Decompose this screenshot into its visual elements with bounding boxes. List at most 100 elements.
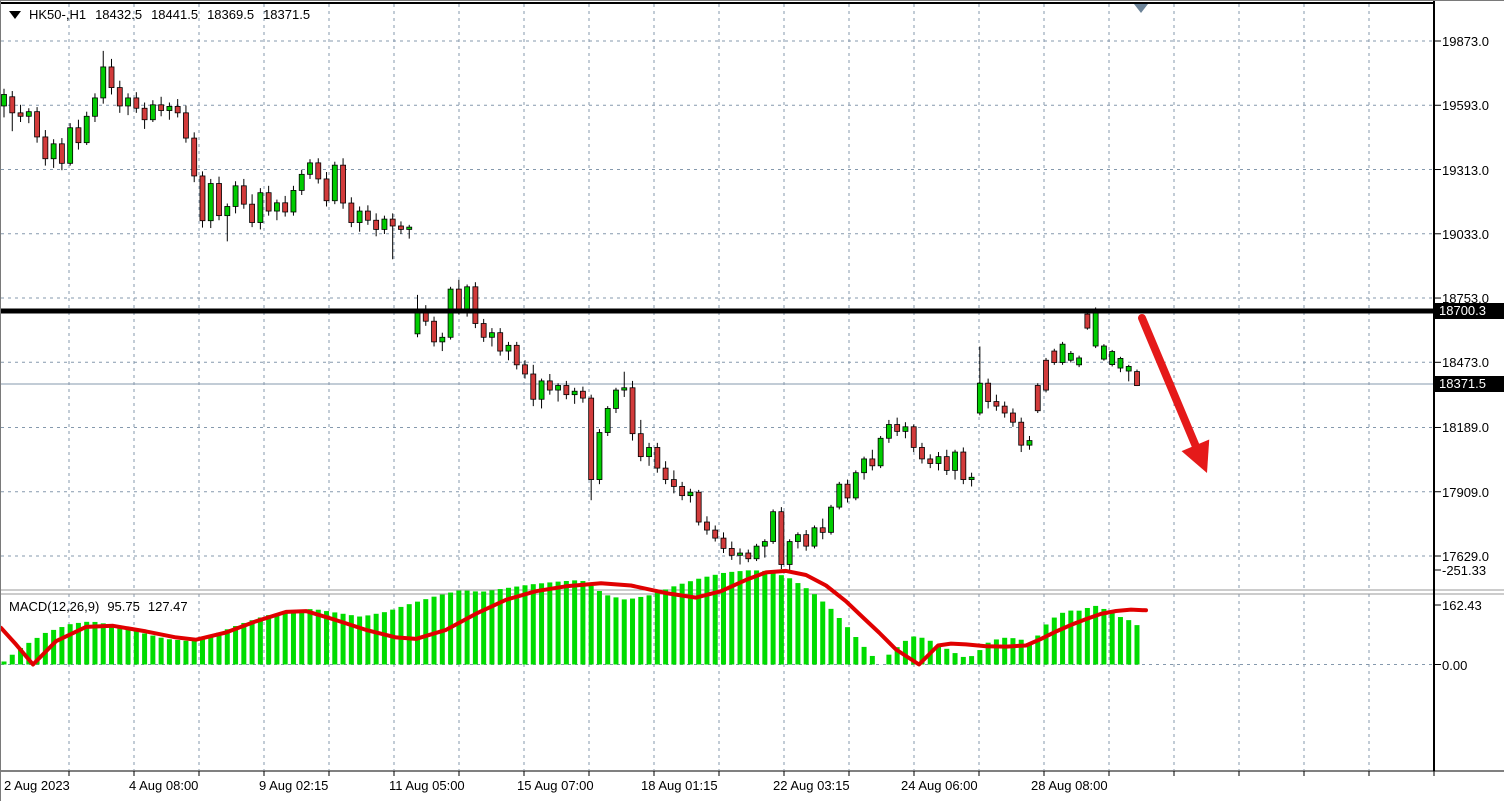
candle [596, 432, 603, 480]
candle [17, 112, 24, 117]
candle [133, 97, 140, 109]
macd-name: MACD(12,26,9) [9, 599, 100, 614]
macd-histogram-bar [911, 636, 917, 665]
candle [282, 202, 289, 213]
macd-histogram-bar [224, 629, 230, 665]
candle [803, 534, 810, 547]
macd-histogram-bar [646, 595, 652, 665]
candle [985, 382, 992, 402]
symbol-dropdown-icon[interactable] [9, 10, 21, 19]
macd-histogram-bar [596, 590, 602, 665]
macd-histogram-bar [836, 618, 842, 665]
macd-histogram-bar [605, 595, 611, 665]
candle [323, 178, 330, 202]
macd-histogram-bar [1051, 617, 1057, 665]
macd-histogram-bar [1093, 605, 1099, 665]
macd-histogram-bar [290, 610, 296, 665]
candle [34, 111, 40, 138]
candle [166, 106, 173, 111]
candle [530, 373, 537, 400]
macd-histogram-bar [42, 632, 48, 665]
candle [629, 387, 636, 435]
macd-histogram-bar [894, 647, 900, 665]
macd-histogram-bar [216, 632, 222, 665]
macd-histogram-bar [150, 635, 156, 665]
candle [1026, 440, 1033, 446]
macd-histogram-bar [778, 575, 784, 665]
candle [364, 210, 371, 221]
macd-histogram-bar [547, 582, 553, 665]
macd-histogram-bar [481, 591, 487, 665]
candle [555, 385, 561, 391]
macd-histogram-bar [737, 571, 743, 665]
macd-histogram-bar [1035, 635, 1041, 665]
candle [298, 173, 305, 191]
macd-histogram-bar [745, 570, 751, 665]
macd-histogram-bar [373, 613, 379, 665]
macd-histogram-bar [952, 653, 958, 665]
time-axis-label: 28 Aug 08:00 [1031, 778, 1108, 793]
macd-histogram-bar [1117, 617, 1123, 665]
candle [919, 447, 925, 460]
candle [662, 467, 669, 480]
macd-histogram-bar [522, 585, 528, 665]
candle [464, 286, 471, 313]
price-axis-label: 17629.0 [1442, 549, 1489, 564]
candle [1109, 351, 1116, 365]
candle [315, 162, 322, 180]
macd-histogram-bar [944, 648, 950, 665]
candle [108, 66, 115, 88]
macd-histogram-bar [125, 629, 131, 665]
macd-histogram-bar [183, 640, 189, 665]
price-axis-label: 19313.0 [1442, 162, 1489, 178]
candle [1059, 343, 1066, 363]
macd-histogram-bar [960, 656, 966, 665]
price-axis-label: 19873.0 [1442, 34, 1489, 49]
candle [497, 332, 504, 352]
candle [83, 115, 90, 144]
macd-histogram-bar [398, 606, 404, 665]
candle [869, 458, 876, 467]
macd-histogram-bar [117, 626, 123, 665]
candle [753, 545, 760, 560]
candle [704, 521, 710, 531]
macd-histogram-bar [489, 590, 495, 665]
macd-histogram-bar [357, 616, 363, 665]
candle [670, 479, 677, 487]
candle [274, 202, 280, 212]
candle [844, 483, 851, 499]
macd-histogram-bar [555, 581, 561, 665]
macd-histogram-bar [919, 637, 925, 665]
candle [191, 137, 198, 177]
candle [885, 424, 892, 439]
candle [67, 127, 74, 164]
candle [240, 185, 247, 205]
candle [125, 97, 131, 107]
macd-histogram-bar [803, 588, 809, 665]
macd-histogram-bar [638, 596, 644, 665]
current-price-tag: 18371.5 [1435, 376, 1504, 392]
macd-histogram-bar [142, 633, 148, 665]
macd-histogram-bar [464, 590, 470, 665]
macd-histogram-bar [530, 584, 536, 665]
macd-histogram-bar [406, 604, 412, 665]
candle [786, 541, 793, 565]
macd-histogram-bar [1060, 612, 1066, 665]
macd-histogram-bar [687, 581, 693, 665]
candle [770, 511, 777, 542]
price-axis-label: 18473.0 [1442, 355, 1489, 371]
hline-price-tag: 18700.3 [1435, 303, 1504, 319]
candle [522, 364, 528, 375]
candle [42, 136, 49, 160]
macd-histogram-bar [365, 615, 371, 665]
candle [373, 219, 380, 230]
candle [712, 529, 719, 539]
price-axis-label: 18189.0 [1442, 420, 1489, 436]
macd-histogram-bar [415, 601, 420, 665]
candle [480, 323, 487, 338]
candle [513, 344, 520, 366]
candle [927, 458, 934, 464]
candle [778, 511, 785, 565]
ohlc-low: 18369.5 [207, 7, 255, 22]
